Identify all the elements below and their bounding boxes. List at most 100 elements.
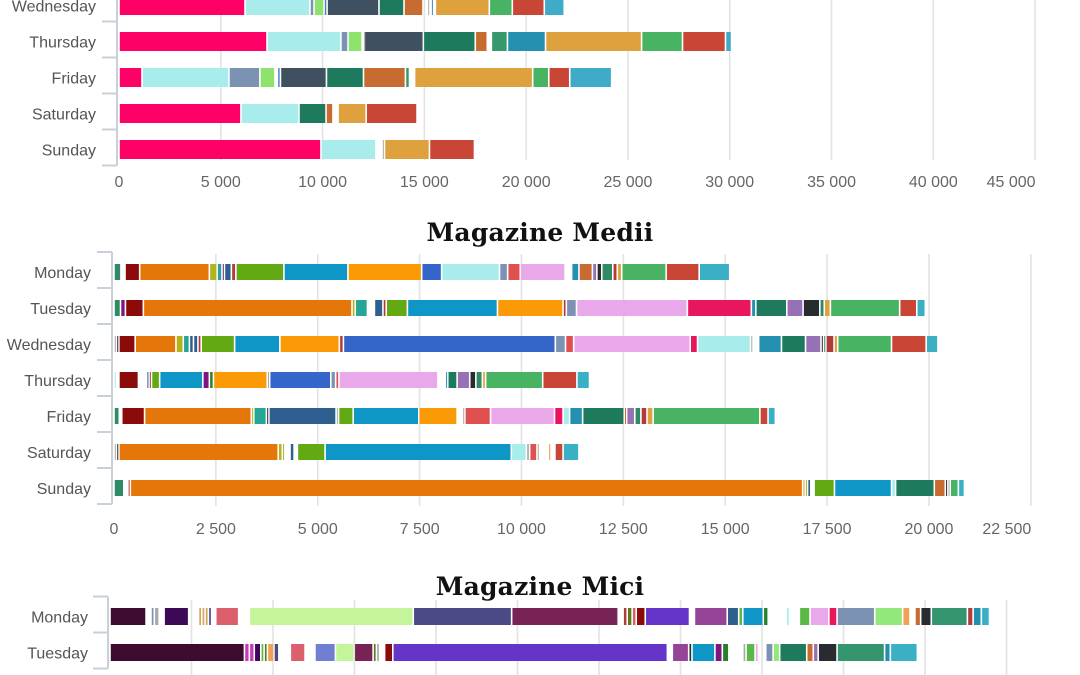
bar-segment xyxy=(800,608,810,625)
x-tick-label: 25 000 xyxy=(603,174,652,191)
bar-row-sunday: Sunday xyxy=(37,480,964,498)
bar-segment xyxy=(829,608,837,625)
bar-segment xyxy=(121,300,125,316)
bar-segment xyxy=(814,480,834,496)
bar-segment xyxy=(414,608,511,625)
bar-segment xyxy=(593,264,597,280)
bar-segment xyxy=(834,336,837,352)
bar-segment xyxy=(549,444,551,460)
x-tick-label: 5 000 xyxy=(298,521,338,538)
chart-mari-svg: Wednesday Thursday Friday Saturday Sunday 0 5 … xyxy=(12,0,1036,191)
bar-segment xyxy=(235,336,280,352)
bar-segment xyxy=(310,0,314,15)
bar-segment xyxy=(406,68,409,87)
bar-segment xyxy=(364,32,366,51)
bar-segment xyxy=(465,408,490,424)
bar-segment xyxy=(155,608,159,625)
category-label: Sunday xyxy=(42,143,96,160)
bar-segment xyxy=(810,608,829,625)
bar-segment xyxy=(835,480,891,496)
bar-segment xyxy=(268,644,274,661)
bar-row-sunday: Sunday xyxy=(42,140,474,160)
bar-segment xyxy=(354,408,419,424)
bar-segment xyxy=(274,644,279,661)
bar-segment xyxy=(498,300,563,316)
bar-segment xyxy=(533,68,548,87)
bar-segment xyxy=(543,372,577,388)
bar-segment xyxy=(486,372,542,388)
bar-segment xyxy=(521,264,565,280)
bar-segment xyxy=(508,264,520,280)
bar-segment xyxy=(782,336,805,352)
bar-segment xyxy=(117,444,119,460)
bar-segment xyxy=(126,300,143,316)
bar-segment xyxy=(119,32,267,51)
bar-segment xyxy=(751,336,753,352)
bar-segment xyxy=(114,372,116,388)
bar-segment xyxy=(692,644,715,661)
bar-segment xyxy=(336,644,354,661)
bar-segment xyxy=(896,480,934,496)
bar-row-thursday: Thursday xyxy=(24,372,589,390)
category-label: Wednesday xyxy=(7,337,91,354)
category-axis xyxy=(102,0,118,167)
bar-segment xyxy=(355,644,373,661)
category-label: Tuesday xyxy=(30,301,91,318)
bar-segment xyxy=(566,336,573,352)
bar-segment xyxy=(683,32,725,51)
bar-segment xyxy=(641,408,647,424)
bar-segment xyxy=(140,264,209,280)
category-label: Thursday xyxy=(29,35,96,52)
bar-segment xyxy=(373,644,376,661)
bar-segment xyxy=(563,300,566,316)
bar-segment xyxy=(921,608,931,625)
x-tick-label: 35 000 xyxy=(807,174,856,191)
bar-segment xyxy=(190,336,193,352)
bar-segment xyxy=(339,408,353,424)
bar-segment xyxy=(404,0,423,15)
bar-segment xyxy=(261,644,264,661)
bar-segment xyxy=(202,336,234,352)
bar-segment xyxy=(119,0,245,15)
category-label: Monday xyxy=(34,265,91,282)
bar-segment xyxy=(618,264,621,280)
bar-segment xyxy=(255,644,261,661)
bar-segment xyxy=(527,444,529,460)
bar-segment xyxy=(973,608,981,625)
bar-segment xyxy=(348,264,421,280)
bar-segment xyxy=(229,68,260,87)
x-tick-label: 40 000 xyxy=(909,174,958,191)
bar-segment xyxy=(144,300,352,316)
bar-segment xyxy=(269,408,336,424)
bar-segment xyxy=(545,0,564,15)
bar-segment xyxy=(746,644,755,661)
bar-segment xyxy=(577,300,687,316)
bar-segment xyxy=(210,264,217,280)
bar-segment xyxy=(808,480,811,496)
bar-segment xyxy=(210,372,213,388)
category-axis xyxy=(93,595,109,670)
bar-row-monday: Monday xyxy=(31,608,989,627)
bar-segment xyxy=(448,372,457,388)
bar-segment xyxy=(837,644,884,661)
bar-segment xyxy=(537,444,539,460)
bar-segment xyxy=(348,32,362,51)
bar-segment xyxy=(252,408,254,424)
bar-row-thursday: Thursday xyxy=(29,32,731,52)
bar-segment xyxy=(422,264,441,280)
bar-segment xyxy=(119,104,241,123)
bar-segment xyxy=(216,608,238,625)
bar-segment xyxy=(327,0,379,15)
category-label: Friday xyxy=(47,409,91,426)
bar-segment xyxy=(492,32,507,51)
bar-segment xyxy=(291,644,305,661)
x-tick-label: 10 000 xyxy=(298,174,347,191)
bar-segment xyxy=(152,372,159,388)
bar-row-saturday: Saturday xyxy=(32,104,417,124)
bar-row-tuesday: Tuesday xyxy=(30,300,925,318)
bar-segment xyxy=(555,444,563,460)
bar-segment xyxy=(814,644,818,661)
bar-segment xyxy=(279,444,282,460)
